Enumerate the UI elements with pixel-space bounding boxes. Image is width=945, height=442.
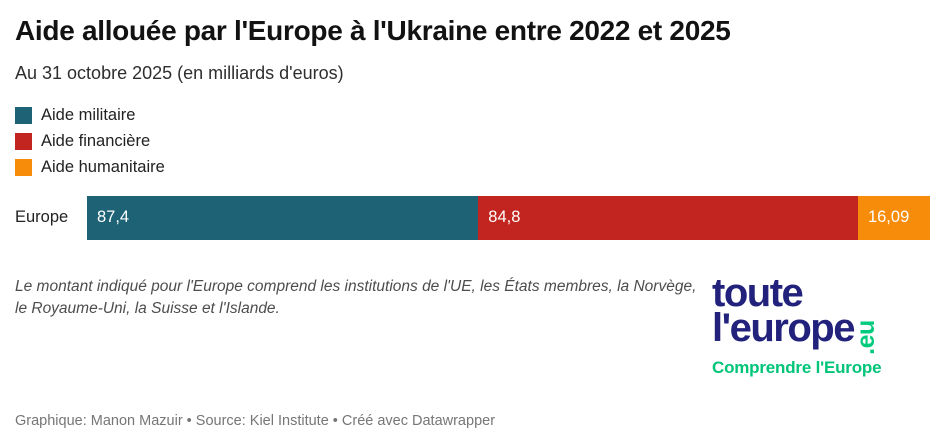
legend-item-financial: Aide financière	[15, 132, 930, 151]
credits-line: Graphique: Manon Mazuir • Source: Kiel I…	[15, 413, 496, 429]
legend-swatch-humanitarian-icon	[15, 158, 32, 176]
toute-leurope-logo: toute l'europe .eu Comprendre l'Europe	[712, 270, 930, 378]
logo-tagline: Comprendre l'Europe	[712, 357, 882, 377]
legend-label-humanitarian: Aide humanitaire	[41, 157, 165, 176]
logo-line-leurope: l'europe	[712, 305, 855, 350]
legend: Aide militaire Aide financière Aide huma…	[15, 106, 930, 177]
legend-swatch-military-icon	[15, 106, 32, 124]
legend-label-financial: Aide financière	[41, 131, 151, 150]
legend-item-humanitarian: Aide humanitaire	[15, 158, 930, 177]
legend-item-military: Aide militaire	[15, 106, 930, 125]
bar-segment-military: 87,4	[87, 195, 479, 240]
bar-row-europe: Europe 87,4 84,8 16,09	[15, 195, 930, 240]
chart-subtitle: Au 31 octobre 2025 (en milliards d'euros…	[15, 62, 344, 83]
category-label-europe: Europe	[15, 208, 69, 227]
footer-row: Le montant indiqué pour l'Europe compren…	[15, 270, 930, 378]
stacked-bar-europe: 87,4 84,8 16,09	[87, 195, 930, 240]
logo-eu-suffix: .eu	[852, 320, 881, 355]
logo-line-toute: toute	[712, 270, 804, 315]
bar-segment-financial: 84,8	[478, 195, 858, 240]
bar-value-humanitarian: 16,09	[867, 208, 910, 227]
legend-label-military: Aide militaire	[41, 105, 136, 124]
legend-swatch-financial-icon	[15, 132, 32, 150]
bar-value-financial: 84,8	[488, 208, 521, 227]
bar-segment-humanitarian: 16,09	[857, 195, 930, 240]
footnote: Le montant indiqué pour l'Europe compren…	[15, 277, 697, 317]
bar-value-military: 87,4	[97, 208, 130, 227]
chart-title: Aide allouée par l'Europe à l'Ukraine en…	[15, 15, 731, 46]
logo-wordmark: toute l'europe .eu	[712, 270, 880, 354]
